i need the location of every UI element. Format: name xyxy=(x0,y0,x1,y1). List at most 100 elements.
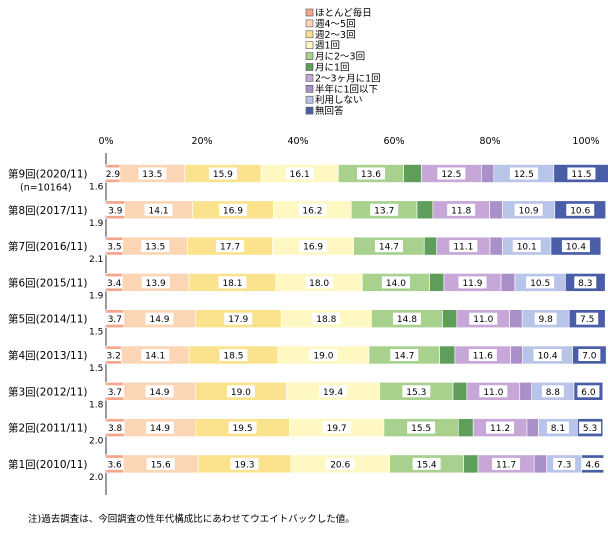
data-label-bg xyxy=(374,240,403,253)
category-label: 第4回(2013/11) xyxy=(8,349,88,362)
data-label-bg xyxy=(326,457,355,470)
data-label-bg xyxy=(208,167,237,180)
data-label: 11.5 xyxy=(571,170,591,180)
data-label: 14.8 xyxy=(397,315,417,325)
bars: 第9回(2020/11) (n=10164) 2.9 13.5 15.9 16.1 13.6… xyxy=(8,164,608,483)
data-label: 3.9 xyxy=(108,206,123,216)
data-label: 11.9 xyxy=(462,279,482,289)
data-label-bg xyxy=(390,349,419,361)
data-label-bg xyxy=(285,167,314,180)
data-label-bg xyxy=(576,312,599,325)
data-label: 18.5 xyxy=(223,352,243,362)
data-label-bg xyxy=(566,203,595,216)
data-label: 2.9 xyxy=(106,170,121,180)
data-label-bg xyxy=(356,167,385,180)
category-label: 第5回(2014/11) xyxy=(8,313,88,326)
data-label: 12.5 xyxy=(441,170,461,180)
data-label: 3.7 xyxy=(108,388,122,398)
bar-segment xyxy=(481,164,495,183)
bar-segment xyxy=(526,418,539,437)
data-label: 14.1 xyxy=(145,352,165,362)
data-label-bg xyxy=(141,276,170,289)
data-label-bg xyxy=(469,312,498,325)
data-label: 14.7 xyxy=(394,352,414,362)
data-label: 11.0 xyxy=(483,388,503,398)
data-label: 9.8 xyxy=(539,315,554,325)
data-label-bg xyxy=(219,349,248,361)
data-label: 6.0 xyxy=(581,388,596,398)
data-label: 17.9 xyxy=(228,315,248,325)
data-label: 4.6 xyxy=(586,460,601,470)
legend-label: 2～3ヶ月に1回 xyxy=(315,73,381,84)
legend-swatch xyxy=(305,85,314,93)
legend-swatch xyxy=(305,52,314,60)
x-tick-label: 20% xyxy=(191,136,212,147)
data-label: 14.9 xyxy=(149,388,169,398)
data-label-bg xyxy=(299,240,328,253)
data-label-bg xyxy=(449,240,478,253)
data-label-bg xyxy=(402,385,431,398)
data-label: 8.1 xyxy=(551,424,565,434)
category-label: 第6回(2015/11) xyxy=(8,276,88,289)
data-label-bg xyxy=(216,240,245,253)
data-label: 18.0 xyxy=(309,279,329,289)
data-label-bg xyxy=(509,167,538,180)
data-label: 15.3 xyxy=(406,388,426,398)
data-label-bg xyxy=(103,240,126,253)
below-bar-label: 1.9 xyxy=(89,219,104,229)
data-label: 3.4 xyxy=(107,279,122,289)
data-label-bg xyxy=(145,385,174,398)
bar-segment xyxy=(533,454,547,474)
bar-segment xyxy=(429,273,445,292)
data-label: 14.0 xyxy=(386,279,406,289)
category-sublabel: (n=10164) xyxy=(20,183,72,194)
data-label: 10.9 xyxy=(519,206,539,216)
legend-swatch xyxy=(305,95,314,104)
data-label: 3.8 xyxy=(108,424,123,434)
data-label-bg xyxy=(102,349,125,361)
data-label-bg xyxy=(226,385,255,398)
data-label: 14.9 xyxy=(150,424,170,434)
data-label: 10.1 xyxy=(517,243,537,253)
data-label: 16.1 xyxy=(290,170,310,180)
data-label-bg xyxy=(492,457,521,470)
bar-segment xyxy=(439,345,456,365)
data-label-bg xyxy=(578,349,601,361)
legend-label: 月に1回 xyxy=(315,63,350,74)
data-label: 13.5 xyxy=(142,170,162,180)
data-label-bg xyxy=(230,457,259,470)
data-label-bg xyxy=(103,312,126,325)
data-label-bg xyxy=(145,312,174,325)
data-label: 17.7 xyxy=(220,243,240,253)
data-label: 14.7 xyxy=(379,243,399,253)
data-label: 13.6 xyxy=(361,170,381,180)
bar-segment xyxy=(489,236,503,256)
data-label: 11.6 xyxy=(473,352,493,362)
data-label-bg xyxy=(579,421,602,434)
data-label: 13.7 xyxy=(374,206,394,216)
legend-label: 週2～3回 xyxy=(315,29,356,41)
data-label-bg xyxy=(514,203,543,216)
data-label-bg xyxy=(486,421,515,434)
legend: ほとんど毎日週4～5回週2～3回週1回月に2～3回月に1回2～3ヶ月に1回半年に… xyxy=(305,7,381,117)
data-label-bg xyxy=(141,240,170,253)
data-label-bg xyxy=(546,421,569,434)
data-label-bg xyxy=(526,276,555,289)
data-label: 10.4 xyxy=(538,352,558,362)
data-label-bg xyxy=(305,276,334,289)
data-label-bg xyxy=(567,167,596,180)
legend-swatch xyxy=(305,8,314,17)
data-label-bg xyxy=(553,457,576,470)
legend-label: ほとんど毎日 xyxy=(315,7,372,19)
data-label-bg xyxy=(561,240,590,253)
data-label-bg xyxy=(447,203,476,216)
data-label: 11.7 xyxy=(496,460,516,470)
data-label: 3.5 xyxy=(107,243,121,253)
below-bar-label: 2.0 xyxy=(89,437,104,447)
data-label-bg xyxy=(581,457,604,470)
below-bar-label: 1.6 xyxy=(89,183,104,193)
data-label-bg xyxy=(298,203,327,216)
below-bar-label: 1.5 xyxy=(89,328,103,338)
data-label: 3.7 xyxy=(108,315,122,325)
